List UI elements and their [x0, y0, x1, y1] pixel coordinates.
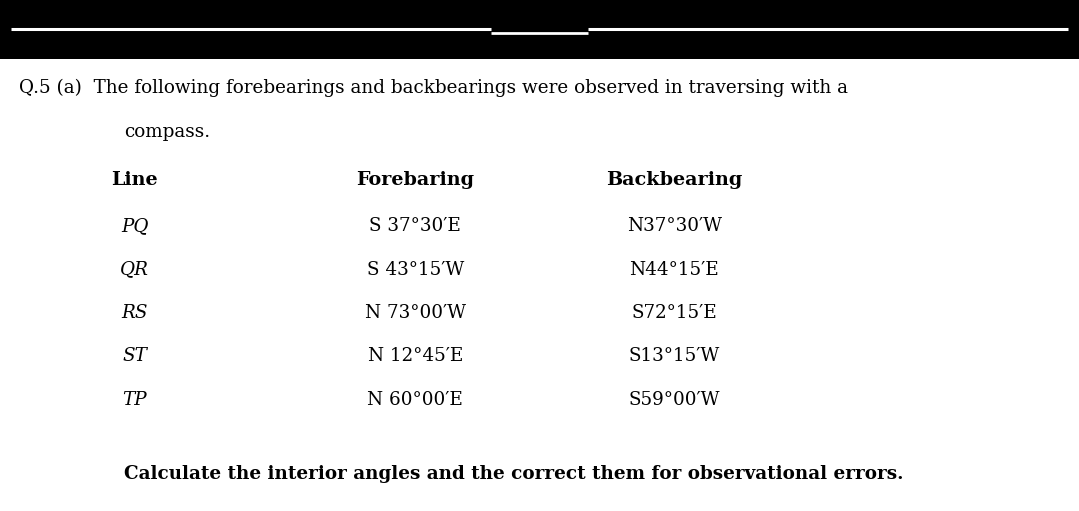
Text: N 12°45′E: N 12°45′E [368, 347, 463, 365]
Text: S72°15′E: S72°15′E [631, 304, 718, 322]
Text: Backbearing: Backbearing [606, 171, 742, 189]
Text: Forebaring: Forebaring [356, 171, 475, 189]
FancyBboxPatch shape [0, 0, 1079, 59]
Text: N 60°00′E: N 60°00′E [368, 391, 463, 409]
Text: N37°30′W: N37°30′W [627, 217, 722, 235]
Text: Q.5 (a)  The following forebearings and backbearings were observed in traversing: Q.5 (a) The following forebearings and b… [19, 79, 848, 98]
Text: S 43°15′W: S 43°15′W [367, 261, 464, 278]
Text: N 73°00′W: N 73°00′W [365, 304, 466, 322]
Text: Calculate the interior angles and the correct them for observational errors.: Calculate the interior angles and the co… [124, 465, 903, 483]
Text: QR: QR [121, 261, 149, 278]
Text: Line: Line [111, 171, 159, 189]
Text: TP: TP [123, 391, 147, 409]
Text: RS: RS [122, 304, 148, 322]
Text: PQ: PQ [121, 217, 149, 235]
Text: S59°00′W: S59°00′W [629, 391, 720, 409]
Text: S13°15′W: S13°15′W [629, 347, 720, 365]
Text: compass.: compass. [124, 123, 210, 141]
Text: ST: ST [122, 347, 148, 365]
Text: S 37°30′E: S 37°30′E [369, 217, 462, 235]
Text: N44°15′E: N44°15′E [629, 261, 720, 278]
